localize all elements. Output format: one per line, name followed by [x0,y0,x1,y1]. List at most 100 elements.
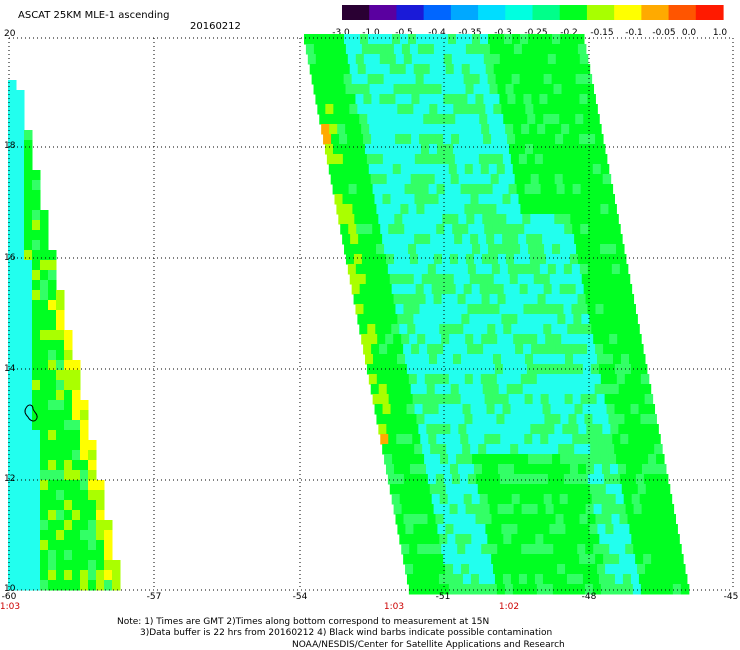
right-swath-cell [340,224,349,235]
right-swath-cell [489,544,498,555]
right-swath-cell [461,314,470,325]
right-swath-cell [621,354,630,365]
right-swath-cell [427,304,436,315]
right-swath-cell [523,514,533,525]
right-swath-cell [356,144,366,155]
right-swath-cell [592,164,602,175]
right-swath-cell [427,554,436,565]
left-swath-cell [72,580,81,591]
right-swath-cell [537,254,547,265]
left-swath-cell [8,480,17,491]
right-swath-cell [521,124,530,135]
right-swath-cell [507,54,517,65]
right-swath-cell [463,534,472,545]
left-swath-cell [64,560,73,571]
right-swath-cell [411,54,421,65]
left-swath-cell [40,270,49,281]
right-swath-cell [539,264,549,275]
right-swath-cell [366,154,376,165]
right-swath-cell [577,254,587,265]
left-swath-cell [40,530,49,541]
right-swath-cell [592,414,601,425]
right-swath-cell [341,104,350,115]
right-swath-cell [395,264,405,275]
right-swath-cell [539,554,548,565]
left-swath-cell [8,500,17,511]
right-swath-cell [489,464,499,475]
right-swath-cell [329,44,339,55]
right-swath-cell [493,564,502,575]
right-swath-cell [567,114,576,125]
right-swath-cell [327,114,336,125]
right-swath-cell [631,534,640,545]
left-swath-cell [56,370,65,381]
right-swath-cell [407,534,416,545]
right-swath-cell [411,344,420,355]
right-swath-cell [411,264,421,275]
right-swath-cell [638,404,648,415]
right-swath-cell [360,204,369,215]
right-swath-cell [441,124,450,135]
right-swath-cell [579,94,588,105]
right-swath-cell [371,94,380,105]
right-swath-cell [528,454,537,465]
right-swath-cell [519,114,528,125]
right-swath-cell [633,464,643,475]
right-swath-cell [501,354,510,365]
right-swath-cell [600,204,609,215]
right-swath-cell [669,524,678,535]
right-swath-cell [659,514,669,525]
left-swath-cell [64,460,73,471]
right-swath-cell [602,424,611,435]
right-swath-cell [358,194,368,205]
right-swath-cell [421,64,431,75]
right-swath-cell [442,214,451,225]
right-swath-cell [349,274,359,285]
left-swath-cell [88,500,97,511]
right-swath-cell [497,504,507,515]
right-swath-cell [425,254,435,265]
right-swath-cell [401,544,410,555]
right-swath-cell [462,404,472,415]
right-swath-cell [627,514,637,525]
right-swath-cell [551,114,560,125]
right-swath-cell [394,174,404,185]
right-swath-cell [403,94,412,105]
right-swath-cell [614,574,624,585]
right-swath-cell [463,114,472,125]
right-swath-cell [611,474,621,485]
right-swath-cell [427,264,437,275]
right-swath-cell [441,504,451,515]
right-swath-cell [411,474,421,485]
right-swath-cell [599,494,609,505]
right-swath-cell [678,574,688,585]
left-swath-cell [56,540,65,551]
right-swath-cell [567,534,576,545]
colorbar-label: -1.0 [362,28,380,38]
right-swath-cell [423,74,433,85]
left-swath-cell [24,430,33,441]
left-swath-cell [8,80,17,91]
right-swath-cell [559,114,568,125]
right-swath-cell [359,74,369,85]
right-swath-cell [531,134,540,145]
right-swath-cell [500,184,510,195]
right-swath-cell [420,224,429,235]
right-swath-cell [412,144,422,155]
right-swath-cell [605,564,614,575]
right-swath-cell [533,64,543,75]
right-swath-cell [609,294,619,305]
right-swath-cell [580,184,590,195]
right-swath-cell [480,34,489,45]
right-swath-cell [562,424,571,435]
right-swath-cell [627,344,636,355]
left-swath-cell [64,490,73,501]
right-swath-cell [489,334,498,345]
right-swath-cell [551,494,561,505]
right-swath-cell [499,554,508,565]
right-swath-cell [379,344,388,355]
right-swath-cell [505,124,514,135]
right-swath-cell [435,554,444,565]
right-swath-cell [643,514,653,525]
